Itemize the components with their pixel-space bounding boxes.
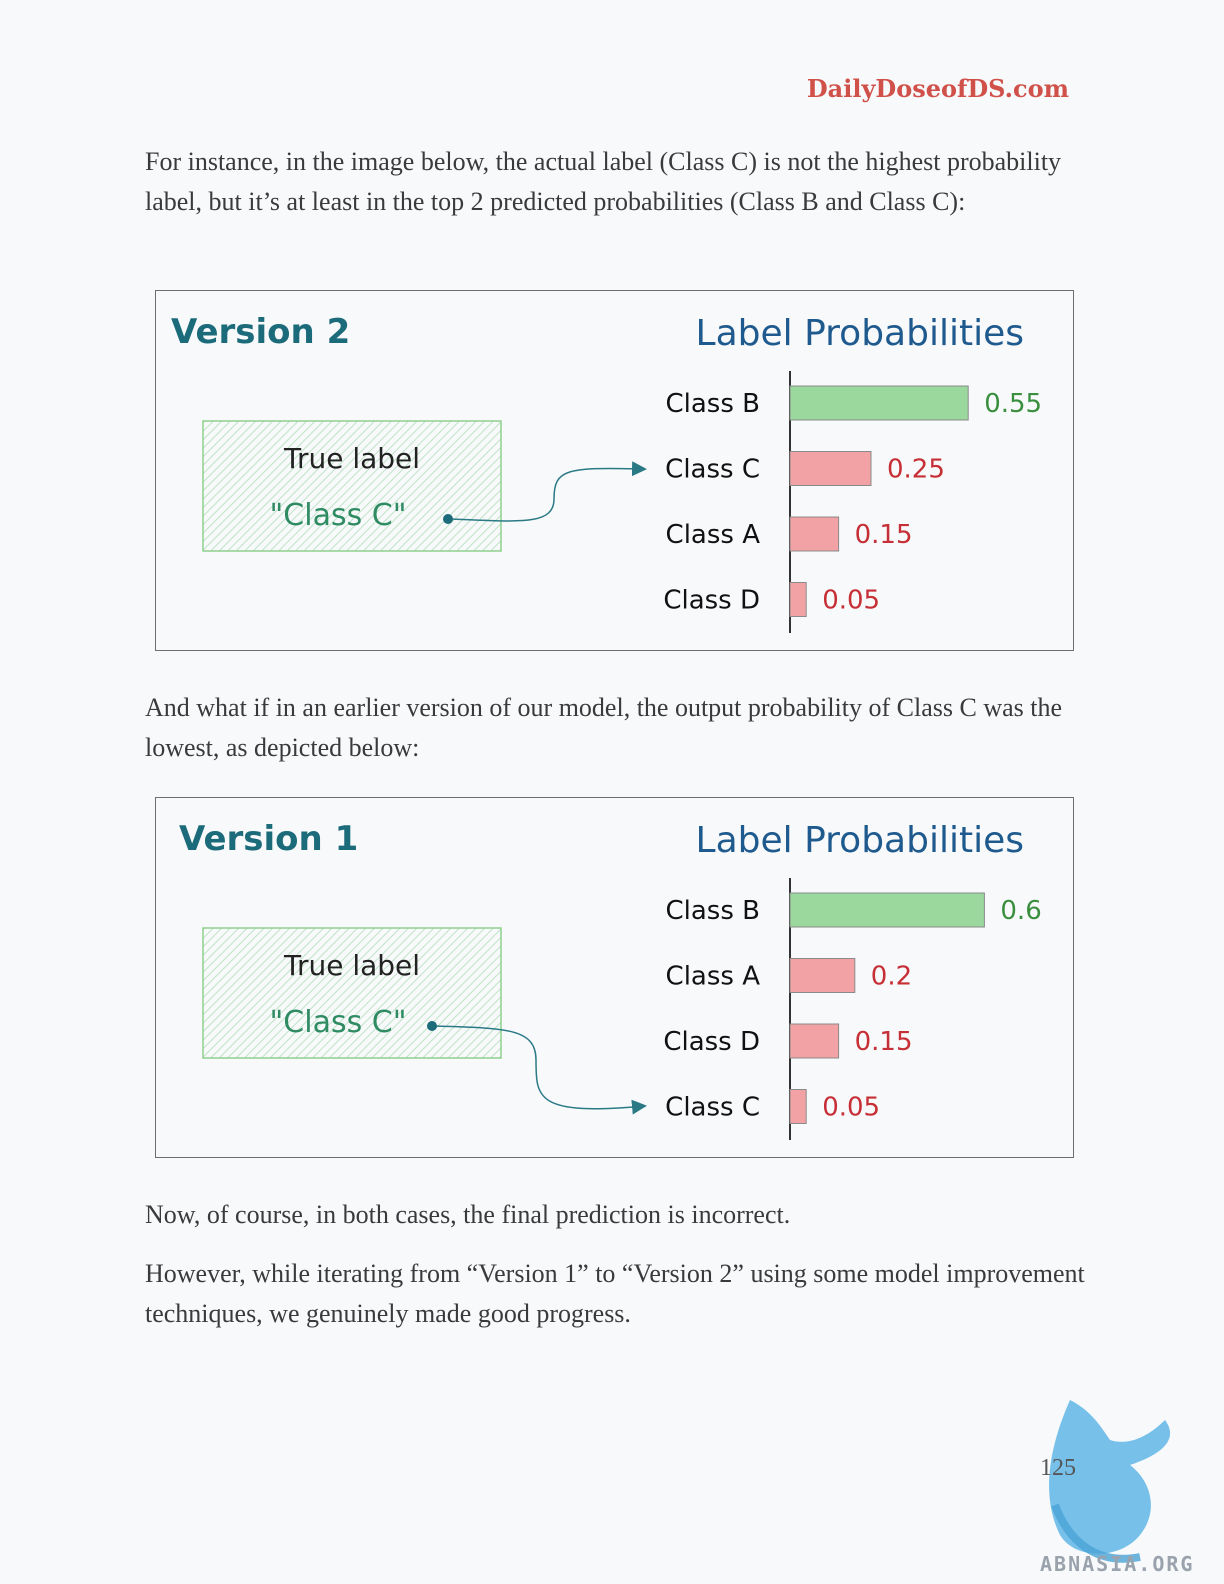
true-label-value: "Class C" — [269, 498, 406, 533]
bar — [789, 385, 969, 421]
paragraph-conclusion: Now, of course, in both cases, the final… — [145, 1200, 791, 1229]
chart-title: Label Probabilities — [696, 820, 1024, 861]
category-label: Class D — [663, 586, 760, 616]
figure-version-2: Version 2 Label Probabilities True label… — [155, 290, 1074, 651]
value-label: 0.05 — [822, 586, 880, 616]
bar-group: Class B 0.6 Class A 0.2 Class D 0.15 Class C 0.… — [663, 892, 1042, 1124]
page-number: 125 — [1040, 1455, 1076, 1481]
value-label: 0.55 — [984, 389, 1042, 419]
connector-dot — [427, 1021, 437, 1031]
paragraph-progress: However, while iterating from “Version 1… — [145, 1259, 1085, 1328]
category-label: Class C — [665, 455, 760, 485]
figure-version-1: Version 1 Label Probabilities True label… — [155, 797, 1074, 1158]
true-label-heading: True label — [283, 442, 420, 475]
category-label: Class A — [666, 962, 761, 992]
bar — [789, 516, 840, 552]
version-title: Version 1 — [179, 819, 358, 859]
value-label: 0.25 — [887, 455, 945, 485]
true-label-box — [202, 420, 502, 552]
true-label-connector — [447, 461, 647, 522]
site-brand[interactable]: DailyDoseofDS.com — [806, 74, 1069, 103]
figure-version-2-svg: Version 2 Label Probabilities True label… — [171, 312, 1042, 633]
paragraph-intro: For instance, in the image below, the ac… — [145, 147, 1062, 216]
version-title: Version 2 — [171, 312, 350, 352]
bar — [789, 1023, 840, 1059]
paragraph-earlier-version: And what if in an earlier version of our… — [145, 693, 1063, 762]
category-label: Class A — [666, 520, 761, 550]
bar — [789, 451, 872, 486]
true-label-value: "Class C" — [269, 1005, 406, 1040]
griffin-logo-icon — [1049, 1400, 1171, 1563]
chart-title: Label Probabilities — [696, 313, 1024, 354]
category-label: Class C — [665, 1093, 760, 1123]
figure-version-1-svg: Version 1 Label Probabilities True label… — [179, 819, 1042, 1140]
bar — [789, 1089, 807, 1124]
true-label-heading: True label — [283, 949, 420, 982]
bar — [789, 958, 856, 993]
category-label: Class D — [663, 1027, 760, 1057]
category-label: Class B — [665, 389, 760, 419]
bar — [789, 582, 807, 617]
value-label: 0.15 — [855, 1027, 913, 1057]
bar-group: Class B 0.55 Class C 0.25 Class A 0.15 Class D… — [663, 385, 1042, 617]
bar — [789, 892, 985, 928]
value-label: 0.05 — [822, 1093, 880, 1123]
true-label-connector — [431, 1025, 647, 1115]
true-label-box — [202, 927, 502, 1059]
value-label: 0.6 — [1000, 896, 1041, 926]
connector-dot — [443, 514, 453, 524]
category-label: Class B — [665, 896, 760, 926]
value-label: 0.15 — [855, 520, 913, 550]
watermark-text[interactable]: ABNASIA.ORG — [1040, 1552, 1195, 1576]
value-label: 0.2 — [871, 962, 912, 992]
